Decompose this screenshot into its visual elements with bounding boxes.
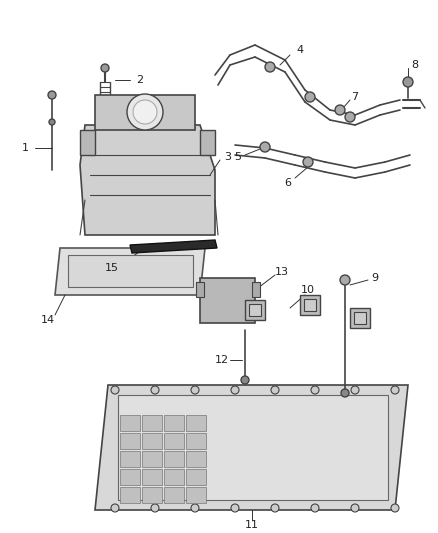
Text: 11: 11 xyxy=(245,520,259,530)
Bar xyxy=(120,469,140,485)
Circle shape xyxy=(345,112,355,122)
Bar xyxy=(164,415,184,431)
Text: 10: 10 xyxy=(301,285,315,295)
Circle shape xyxy=(403,77,413,87)
Circle shape xyxy=(311,386,319,394)
Bar xyxy=(120,451,140,467)
Bar xyxy=(120,415,140,431)
Polygon shape xyxy=(80,125,215,235)
Bar xyxy=(142,433,162,449)
Circle shape xyxy=(335,105,345,115)
Circle shape xyxy=(260,142,270,152)
Bar xyxy=(186,451,206,467)
Circle shape xyxy=(305,92,315,102)
Bar xyxy=(164,487,184,503)
Bar xyxy=(186,487,206,503)
Text: 13: 13 xyxy=(275,267,289,277)
Bar xyxy=(164,451,184,467)
Circle shape xyxy=(191,386,199,394)
Bar xyxy=(68,255,193,287)
Circle shape xyxy=(151,504,159,512)
Circle shape xyxy=(391,386,399,394)
Circle shape xyxy=(351,504,359,512)
Text: 5: 5 xyxy=(234,152,241,162)
Circle shape xyxy=(340,275,350,285)
Circle shape xyxy=(271,504,279,512)
Bar xyxy=(142,469,162,485)
Circle shape xyxy=(341,389,349,397)
Bar xyxy=(142,415,162,431)
Bar xyxy=(200,278,255,323)
Circle shape xyxy=(231,504,239,512)
Text: 1: 1 xyxy=(21,143,28,153)
Text: 9: 9 xyxy=(371,273,378,283)
Circle shape xyxy=(391,504,399,512)
Bar xyxy=(80,130,95,155)
Text: 7: 7 xyxy=(351,92,359,102)
Bar xyxy=(95,95,195,130)
Polygon shape xyxy=(130,240,217,253)
Bar xyxy=(252,282,260,297)
Text: 4: 4 xyxy=(297,45,304,55)
Circle shape xyxy=(48,91,56,99)
Text: 15: 15 xyxy=(105,263,119,273)
Bar xyxy=(354,312,366,324)
Text: 3: 3 xyxy=(225,152,232,162)
Circle shape xyxy=(191,504,199,512)
Bar xyxy=(245,300,265,320)
Circle shape xyxy=(303,157,313,167)
Bar xyxy=(120,433,140,449)
Circle shape xyxy=(241,376,249,384)
Bar xyxy=(350,308,370,328)
Bar xyxy=(186,469,206,485)
Polygon shape xyxy=(95,385,408,510)
Text: 14: 14 xyxy=(41,315,55,325)
Text: 6: 6 xyxy=(285,178,292,188)
Bar xyxy=(249,304,261,316)
Text: 8: 8 xyxy=(411,60,419,70)
Circle shape xyxy=(265,62,275,72)
Circle shape xyxy=(111,386,119,394)
Bar xyxy=(142,451,162,467)
Bar xyxy=(186,415,206,431)
Bar xyxy=(142,487,162,503)
Bar xyxy=(196,282,204,297)
Bar xyxy=(300,295,320,315)
Circle shape xyxy=(351,386,359,394)
Bar xyxy=(164,433,184,449)
Circle shape xyxy=(151,386,159,394)
Circle shape xyxy=(111,504,119,512)
Circle shape xyxy=(127,94,163,130)
Bar xyxy=(120,487,140,503)
Circle shape xyxy=(133,100,157,124)
Bar xyxy=(304,299,316,311)
Circle shape xyxy=(101,64,109,72)
Bar xyxy=(118,395,388,500)
Circle shape xyxy=(231,386,239,394)
Polygon shape xyxy=(55,248,205,295)
Text: 2: 2 xyxy=(137,75,144,85)
Circle shape xyxy=(271,386,279,394)
Circle shape xyxy=(311,504,319,512)
Bar xyxy=(164,469,184,485)
Bar xyxy=(186,433,206,449)
Circle shape xyxy=(49,119,55,125)
Bar xyxy=(200,130,215,155)
Text: 12: 12 xyxy=(215,355,229,365)
